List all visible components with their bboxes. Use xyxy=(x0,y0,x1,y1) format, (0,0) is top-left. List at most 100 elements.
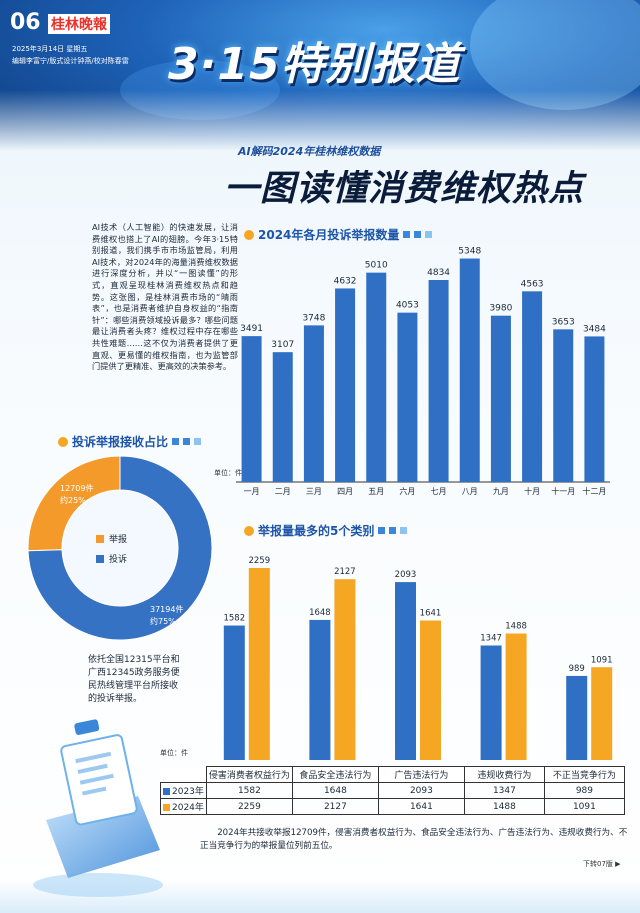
monthly-tick-label: 三月 xyxy=(306,487,322,496)
category-bar-value: 1648 xyxy=(309,608,331,618)
monthly-bar-value: 5348 xyxy=(458,247,481,257)
table-row: 2023年 1582 1648 2093 1347 989 xyxy=(160,782,625,799)
monthly-bar xyxy=(459,258,480,482)
issue-date: 2025年3月14日 星期五 xyxy=(12,45,88,53)
category-section-header: 举报量最多的5个类别 xyxy=(244,522,408,539)
category-bar-2024 xyxy=(334,579,356,760)
table-cell: 1488 xyxy=(463,798,545,815)
table-header-cell: 违规收费行为 xyxy=(463,766,545,783)
monthly-bar xyxy=(522,291,543,482)
pie-label-complaint-pct: 约75% xyxy=(150,617,176,626)
category-bar-value: 2259 xyxy=(248,556,270,566)
legend-label: 举报 xyxy=(109,535,128,545)
monthly-tick-label: 十月 xyxy=(524,486,540,496)
monthly-tick-label: 六月 xyxy=(399,486,415,496)
table-header-cell: 广告违法行为 xyxy=(377,766,465,783)
article-headline: 一图读懂消费维权热点 xyxy=(224,169,585,209)
legend-swatch xyxy=(96,534,104,543)
square-icon xyxy=(425,231,433,238)
monthly-bar-value: 3748 xyxy=(302,313,325,323)
table-cell: 1347 xyxy=(463,782,545,799)
monthly-bar xyxy=(366,272,387,482)
bullet-dot-icon xyxy=(58,436,68,447)
category-bar-value: 2093 xyxy=(395,570,417,580)
table-cell: 989 xyxy=(543,782,625,799)
square-icon xyxy=(403,231,411,238)
category-bar-value: 989 xyxy=(569,664,585,674)
monthly-unit-label: 单位：件 xyxy=(214,469,242,477)
table-cell: 1641 xyxy=(377,798,465,815)
pie-label-report-pct: 约25% xyxy=(60,496,86,505)
square-icon xyxy=(389,527,397,534)
monthly-bar xyxy=(303,325,324,482)
table-header-cell: 食品安全违法行为 xyxy=(291,766,379,783)
continued-on-text: 下转07版 xyxy=(583,860,613,868)
monthly-bar xyxy=(490,315,511,482)
pie-source-note: 依托全国12315平台和广西12345政务服务便民热线管理平台所接收的投诉举报。 xyxy=(88,655,180,704)
legend-label: 投诉 xyxy=(109,555,128,565)
monthly-bar-value: 4632 xyxy=(334,276,357,286)
category-bar-2023 xyxy=(395,582,416,760)
monthly-section-title: 2024年各月投诉举报数量 xyxy=(258,228,400,242)
monthly-tick-label: 七月 xyxy=(431,487,447,496)
pie-label-report-count: 12709件 xyxy=(60,484,94,493)
monthly-bar-value: 3107 xyxy=(271,340,294,350)
table-row: 2024年 2259 2127 1641 1488 1091 xyxy=(160,798,625,815)
intro-paragraph: AI技术（人工智能）的快速发展，让消费维权也搭上了AI的翅膀。今年3·15特别报… xyxy=(92,222,238,372)
table-header-row: 侵害消费者权益行为 食品安全违法行为 广告违法行为 违规收费行为 不正当竞争行为 xyxy=(160,766,625,783)
pie-section-header: 投诉举报接收占比 xyxy=(58,433,202,450)
decorative-glow xyxy=(470,0,640,110)
page-number: 06 xyxy=(10,10,41,35)
summary-paragraph: 2024年共接收举报12709件，侵害消费者权益行为、食品安全违法行为、广告违法… xyxy=(200,828,628,851)
monthly-bar-value: 4053 xyxy=(396,301,419,311)
table-cell: 1648 xyxy=(291,782,379,799)
table-cell: 2127 xyxy=(291,798,379,815)
monthly-bar-value: 3653 xyxy=(552,317,575,327)
table-header-cell: 不正当竞争行为 xyxy=(543,766,625,783)
category-bar-value: 2127 xyxy=(334,567,356,577)
arrow-right-icon: ▶ xyxy=(615,860,621,868)
square-icon xyxy=(378,527,386,534)
category-bar-2024 xyxy=(420,620,441,760)
monthly-bar xyxy=(584,336,605,482)
pie-section-title: 投诉举报接收占比 xyxy=(72,435,169,449)
square-icon xyxy=(414,231,422,238)
pie-label-complaint-count: 37194件 xyxy=(150,605,184,614)
monthly-bar-value: 3491 xyxy=(240,324,263,334)
category-bar-2024 xyxy=(591,667,613,760)
category-bar-value: 1091 xyxy=(591,655,613,665)
legend-swatch xyxy=(163,804,170,811)
continued-on-label: 下转07版 ▶ xyxy=(583,859,621,869)
table-header-cell: 侵害消费者权益行为 xyxy=(205,766,293,783)
category-bar-2023 xyxy=(566,675,588,760)
monthly-bar xyxy=(272,352,293,482)
pie-label-report: 12709件 约25% xyxy=(60,483,93,507)
monthly-tick-label: 十二月 xyxy=(582,486,606,496)
pie-legend: 举报 投诉 xyxy=(96,532,127,572)
row-label-2023: 2023年 xyxy=(172,787,204,797)
square-icon xyxy=(194,438,202,445)
bullet-dot-icon xyxy=(244,229,254,240)
monthly-bar-value: 5010 xyxy=(365,261,388,271)
article-kicker: AI解码2024年桂林维权数据 xyxy=(238,145,381,158)
monthly-bar xyxy=(553,329,574,482)
category-bar-value: 1488 xyxy=(505,622,527,632)
monthly-tick-label: 一月 xyxy=(244,487,260,496)
category-bar-2024 xyxy=(505,633,527,760)
legend-item-report: 举报 xyxy=(96,532,127,545)
monthly-tick-label: 二月 xyxy=(275,487,291,496)
category-bar-2023 xyxy=(309,619,331,760)
monthly-tick-label: 十一月 xyxy=(551,486,575,496)
table-row-label: 2024年 xyxy=(160,798,207,815)
category-section-title: 举报量最多的5个类别 xyxy=(258,524,375,538)
table-cell: 2093 xyxy=(377,782,465,799)
category-bar-2023 xyxy=(480,645,502,760)
bullet-dot-icon xyxy=(244,525,254,536)
monthly-bar xyxy=(335,288,356,482)
monthly-bar-value: 3980 xyxy=(489,304,512,314)
monthly-tick-label: 五月 xyxy=(368,487,384,496)
staff-credits: 编辑李富宁/版式设计钟燕/校对陈春雷 xyxy=(12,57,129,65)
category-data-table: 侵害消费者权益行为 食品安全违法行为 广告违法行为 违规收费行为 不正当竞争行为… xyxy=(160,766,625,815)
masthead-banner xyxy=(0,0,640,150)
